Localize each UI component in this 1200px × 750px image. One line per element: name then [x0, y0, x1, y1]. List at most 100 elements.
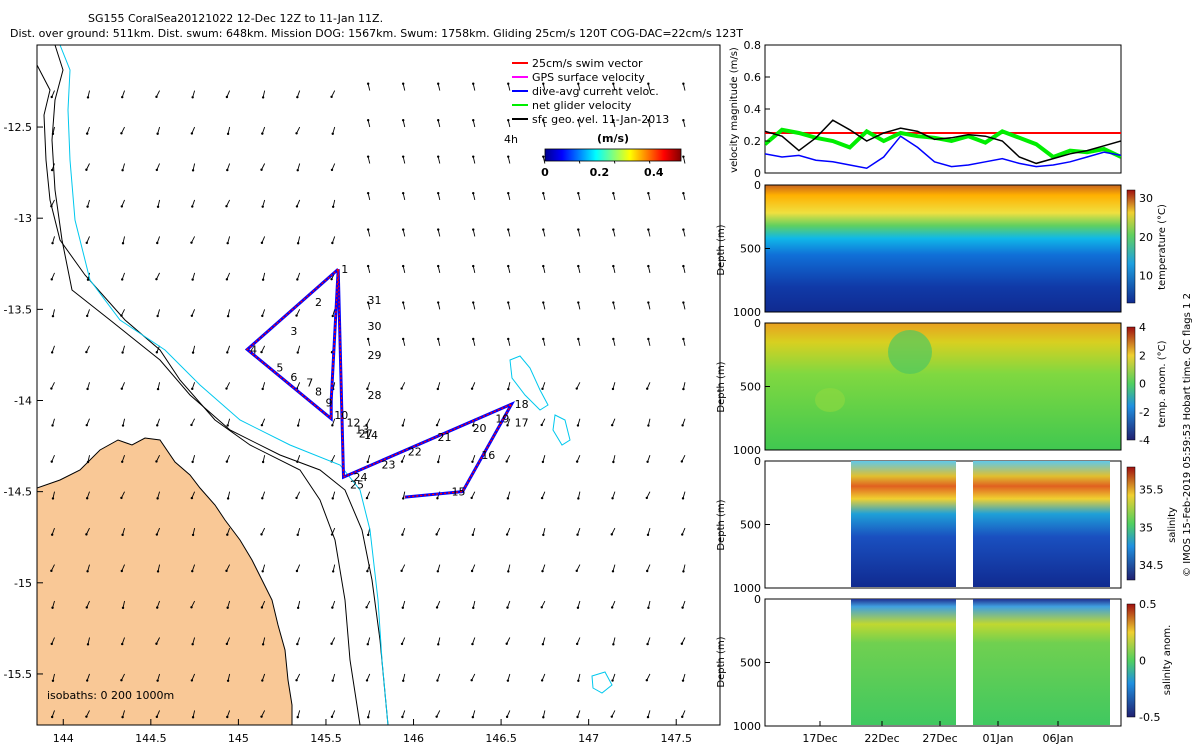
sfc-vel-arrow-head [190, 241, 193, 244]
sfc-vel-arrow-head [120, 496, 123, 500]
waypoint-label: 3 [290, 325, 297, 338]
sfc-vel-arrow-head [611, 387, 615, 391]
sfc-vel-arrow-head [121, 715, 124, 719]
speed-colorbar-tick: 0.2 [590, 166, 610, 179]
sfc-vel-arrow-head [401, 155, 405, 158]
sfc-vel-arrow-head [295, 569, 299, 573]
sfc-vel-arrow-head [542, 191, 545, 195]
sfc-vel-arrow-head [260, 715, 263, 718]
sfc-vel-arrow-head [576, 715, 579, 719]
sfc-vel-arrow-head [506, 679, 510, 682]
sfc-vel-arrow-head [190, 423, 193, 427]
sfc-vel-arrow-head [225, 205, 228, 208]
sfc-vel-arrow-head [611, 679, 614, 682]
sfc-vel-arrow-head [681, 533, 684, 536]
sfc-vel-arrow-head [331, 241, 334, 245]
waypoint-label: 8 [315, 385, 322, 398]
waypoint-label: 13 [355, 424, 369, 437]
waypoint-label: 21 [438, 431, 452, 444]
sfc-vel-arrow-head [612, 82, 615, 85]
sfc-vel-arrow-head [472, 228, 475, 231]
sfc-vel-arrow-head [401, 191, 405, 195]
sfc-vel-arrow-head [50, 351, 54, 354]
sfc-vel-arrow-head [682, 119, 685, 122]
sfc-vel-arrow-head [261, 314, 264, 318]
sfc-vel-arrow-head [191, 387, 194, 391]
sfc-vel-arrow-head [296, 715, 299, 719]
sfc-vel-arrow-head [50, 642, 53, 646]
sfc-vel-arrow-head [225, 278, 229, 281]
sfc-vel-arrow-head [400, 387, 403, 390]
sfc-vel-arrow-head [296, 351, 299, 354]
sfc-vel-arrow-head [577, 119, 580, 122]
sfc-vel-arrow-head [646, 715, 650, 719]
map-x-axis: 144 144.5 145 145.5 146 146.5 147 147.5 [53, 719, 692, 745]
colorbar-unit: (m/s) [597, 132, 629, 145]
sfc-vel-arrow-head [540, 496, 544, 500]
sfc-vel-arrow-head [86, 205, 89, 208]
sfc-vel-arrow-head [331, 205, 335, 208]
sfc-vel-arrow-head [85, 679, 89, 682]
waypoint-label: 14 [364, 429, 378, 442]
sfc-vel-arrow-head [86, 570, 89, 573]
sfc-vel-arrow-head [365, 606, 368, 609]
waypoint-label: 7 [306, 376, 313, 389]
sfc-vel-arrow-head [51, 424, 54, 427]
sfc-vel-arrow-head [261, 132, 264, 135]
sfc-vel-arrow-head [506, 424, 509, 427]
sfc-vel-arrow-head [472, 337, 475, 341]
sfc-vel-arrow-head [541, 643, 545, 646]
speed-colorbar [544, 148, 682, 162]
sfc-vel-arrow-head [121, 278, 124, 281]
sfc-vel-arrow-head [471, 715, 475, 719]
sfc-vel-arrow-head [155, 533, 159, 536]
sfc-vel-arrow-head [261, 205, 264, 208]
sfc-vel-arrow-head [612, 337, 615, 341]
sfc-vel-arrow-head [681, 424, 684, 427]
sfc-vel-arrow-head [50, 278, 53, 281]
legend-label: net glider velocity [532, 99, 632, 112]
sfc-vel-arrow-head [612, 643, 615, 646]
sfc-vel-arrow-head [50, 168, 54, 172]
sfc-vel-arrow-head [191, 716, 195, 719]
sfc-vel-arrow-head [472, 264, 475, 268]
waypoint-label: 5 [276, 362, 283, 375]
sfc-vel-arrow-head [86, 460, 90, 464]
sfc-vel-arrow-head [155, 277, 158, 281]
sfc-vel-arrow-head [542, 82, 545, 85]
sfc-vel-arrow-head [647, 191, 650, 195]
sfc-vel-arrow-head [506, 497, 510, 500]
sfc-vel-arrow-head [401, 715, 404, 719]
sfc-vel-arrow-head [190, 132, 194, 135]
sfc-vel-arrow-head [401, 337, 405, 341]
sfc-vel-arrow-head [507, 82, 510, 85]
sfc-vel-arrow-head [330, 642, 333, 645]
sfc-vel-arrow-head [191, 169, 195, 172]
sfc-vel-arrow-head [540, 606, 543, 609]
speed-colorbar-tick: 0 [541, 166, 549, 179]
sfc-vel-arrow-head [435, 533, 438, 536]
sfc-vel-arrow-head [577, 679, 580, 682]
coast-outline [37, 64, 361, 725]
sfc-vel-arrow-head [331, 132, 334, 135]
sfc-vel-arrow-head [610, 423, 614, 427]
sfc-vel-arrow-head [611, 570, 615, 573]
sfc-vel-arrow-head [645, 679, 649, 682]
sfc-vel-arrow-head [331, 679, 334, 682]
sfc-vel-arrow-head [296, 242, 300, 245]
sfc-vel-arrow-head [121, 95, 124, 99]
sfc-vel-arrow-head [645, 569, 649, 573]
plot-title-line1: SG155 CoralSea20121022 12-Dec 12Z to 11-… [88, 12, 384, 25]
sfc-vel-arrow-head [330, 168, 334, 172]
waypoint-label: 31 [367, 294, 381, 307]
sfc-vel-arrow-head [472, 191, 475, 195]
sfc-vel-arrow-head [331, 497, 334, 500]
sfc-vel-arrow-head [542, 716, 545, 719]
sfc-vel-arrow-head [366, 264, 370, 268]
sfc-vel-arrow-head [226, 606, 229, 609]
waypoint-label: 17 [515, 416, 529, 429]
sfc-vel-arrow-head [156, 497, 159, 500]
sfc-vel-arrow-head [647, 228, 650, 231]
sfc-vel-arrow-head [507, 387, 510, 391]
